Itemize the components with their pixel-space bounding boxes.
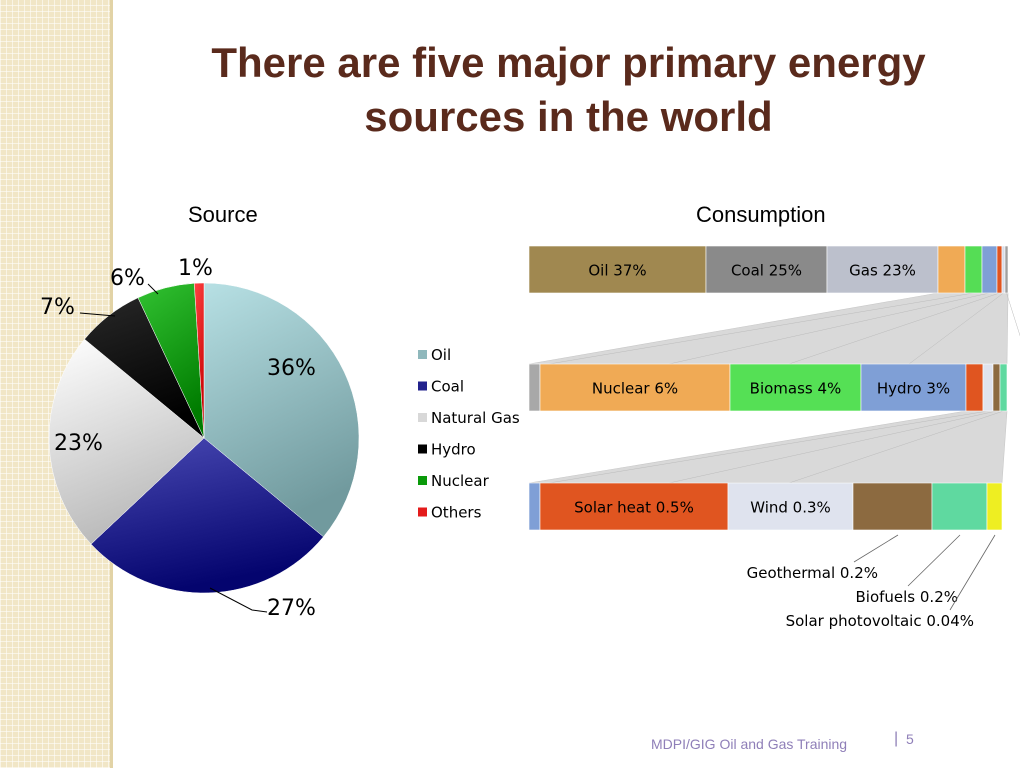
bar-zoom-guide-1-2 <box>668 292 990 365</box>
bar-segment-coal-25 <box>705 245 828 294</box>
bar-label-oil-37: Oil 37% <box>588 262 646 280</box>
legend-label-hydro: Hydro <box>431 441 476 459</box>
slide-title-line-2: sources in the world <box>364 93 773 140</box>
slide-title: There are five major primary energy sour… <box>113 36 1024 144</box>
bar-segment-oil-37 <box>528 245 707 294</box>
bar-segment-wind-0-3 <box>727 482 854 531</box>
pie-leader-line-coal <box>209 587 268 613</box>
bar-segment-gas-23 <box>826 245 939 294</box>
annotation-biofuels-0-2: Biofuels 0.2% <box>855 588 958 606</box>
bar-zoom-guide-1-4 <box>908 292 1004 365</box>
bar-segment-row3-seg1 <box>528 482 541 531</box>
slide-title-line-1: There are five major primary energy <box>211 39 926 86</box>
pie-slice-others <box>194 282 205 439</box>
pie-label-others: 1% <box>178 256 213 281</box>
bar-label-gas-23: Gas 23% <box>849 262 916 280</box>
bar-segment-row3-seg6 <box>986 482 1003 531</box>
pie-slice-natural-gas <box>48 338 205 545</box>
bar-segment-row2-seg1 <box>528 363 541 412</box>
pie-label-oil: 36% <box>267 356 316 381</box>
bar-segment-row3-seg5 <box>931 482 988 531</box>
annotation-geothermal-0-2: Geothermal 0.2% <box>747 564 878 582</box>
bar-label-hydro-3: Hydro 3% <box>877 380 950 398</box>
bar-segment-row3-seg4 <box>852 482 933 531</box>
bar-zoom-guide-2-1 <box>548 410 989 484</box>
pie-leader-line-nuclear <box>147 283 159 295</box>
pie-chart-title: Source <box>188 202 258 227</box>
bar-label-wind-0-3: Wind 0.3% <box>750 499 831 517</box>
bar-segment-row2-seg7 <box>992 363 1001 412</box>
legend-swatch-others <box>418 507 427 517</box>
bar-segment-nuclear-6 <box>539 363 731 412</box>
legend-swatch-oil <box>418 350 427 359</box>
bar-label-nuclear-6: Nuclear 6% <box>592 380 678 398</box>
bar-zoom-connector-1 <box>528 292 1009 365</box>
legend-swatch-hydro <box>418 444 427 454</box>
bar-label-biomass-4: Biomass 4% <box>750 380 842 398</box>
pie-label-hydro: 7% <box>40 295 75 320</box>
footer-separator: | <box>894 730 899 747</box>
legend-label-others: Others <box>431 504 482 522</box>
pie-label-natural-gas: 23% <box>54 431 103 456</box>
annotation-solar-photovoltaic-0-04: Solar photovoltaic 0.04% <box>786 612 974 630</box>
bar-segment-row1-seg7 <box>996 245 1003 294</box>
bar-segment-hydro-3 <box>860 363 967 412</box>
bar-zoom-guide-1-1 <box>548 292 974 365</box>
bar-segment-row1-seg5 <box>964 245 983 294</box>
annotation-leader-solar-photovoltaic-0-04 <box>949 534 996 611</box>
legend-label-nuclear: Nuclear <box>431 472 490 490</box>
pie-slice-oil <box>203 282 360 538</box>
legend-swatch-natural-gas <box>418 413 427 422</box>
bar-label-solar-heat-0-5: Solar heat 0.5% <box>574 499 694 517</box>
pie-legend: Oil Coal Natural Gas Hydro Nuclear Others <box>418 346 520 522</box>
legend-swatch-nuclear <box>418 476 427 485</box>
bar-label-coal-25: Coal 25% <box>731 262 802 280</box>
bar-zoom-guide-1-3 <box>788 292 1000 365</box>
bar-zoom-guide-2-2 <box>668 410 997 484</box>
bar-zoom-guide-1-5 <box>1006 292 1020 337</box>
page-number: 5 <box>906 731 914 747</box>
pie-leader-line-hydro <box>79 312 116 317</box>
bar-zoom-guide-2-3 <box>788 410 1004 484</box>
source-pie-chart: 36% 27% 23% 7% 6% 1% <box>40 256 360 621</box>
bar-segment-row1-seg9 <box>1004 245 1009 294</box>
bar-segment-row2-seg8 <box>999 363 1008 412</box>
bar-segment-row2-seg6 <box>982 363 994 412</box>
legend-label-natural-gas: Natural Gas <box>431 409 520 427</box>
footer-text: MDPI/GIG Oil and Gas Training <box>651 736 848 752</box>
consumption-bar-chart: Oil 37% Coal 25% Gas 23% Nuclear 6% Biomass … <box>528 245 1020 630</box>
bar-segment-row2-seg5 <box>965 363 984 412</box>
legend-label-oil: Oil <box>431 346 451 364</box>
pie-label-coal: 27% <box>267 596 316 621</box>
bar-segment-row1-seg6 <box>981 245 998 294</box>
legend-swatch-coal <box>418 381 427 391</box>
legend-label-coal: Coal <box>431 378 464 396</box>
pie-slice-coal <box>90 437 324 594</box>
bar-chart-title: Consumption <box>696 202 826 227</box>
annotation-leader-biofuels-0-2 <box>907 534 961 587</box>
bar-segment-biomass-4 <box>729 363 862 412</box>
annotation-leader-geothermal-0-2 <box>853 534 899 563</box>
bar-segment-row1-seg4 <box>937 245 966 294</box>
bar-segment-row1-seg8 <box>1001 245 1006 294</box>
pie-label-nuclear: 6% <box>110 266 145 291</box>
